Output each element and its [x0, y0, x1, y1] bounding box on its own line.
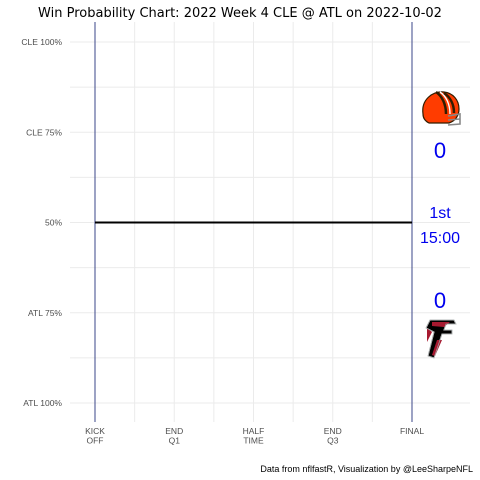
chart-title: Win Probability Chart: 2022 Week 4 CLE @… [38, 6, 442, 21]
y-tick-label: CLE 75% [26, 127, 62, 137]
falcons-logo-icon [425, 319, 457, 359]
x-tick-label: FINAL [400, 426, 424, 436]
bottom-team-score: 0 [434, 288, 446, 313]
browns-helmet-icon [422, 90, 461, 126]
x-tick-label: END Q3 [324, 426, 342, 446]
y-tick-label: ATL 75% [28, 308, 62, 318]
y-tick-label: 50% [45, 218, 62, 228]
x-tick-label: END Q1 [165, 426, 183, 446]
y-tick-label: ATL 100% [23, 398, 62, 408]
x-tick-label: HALF TIME [243, 426, 265, 446]
y-tick-label: CLE 100% [21, 37, 62, 47]
game-clock: 15:00 [420, 230, 460, 247]
y-axis-ticks: CLE 100% CLE 75% 50% ATL 75% ATL 100% [21, 37, 62, 408]
x-tick-label: KICK OFF [85, 426, 105, 446]
x-axis-ticks: KICK OFF END Q1 HALF TIME END Q3 FINAL [85, 426, 424, 446]
top-team-score: 0 [434, 138, 446, 163]
chart-caption: Data from nflfastR, Visualization by @Le… [260, 464, 473, 474]
quarter-label: 1st [429, 205, 451, 222]
